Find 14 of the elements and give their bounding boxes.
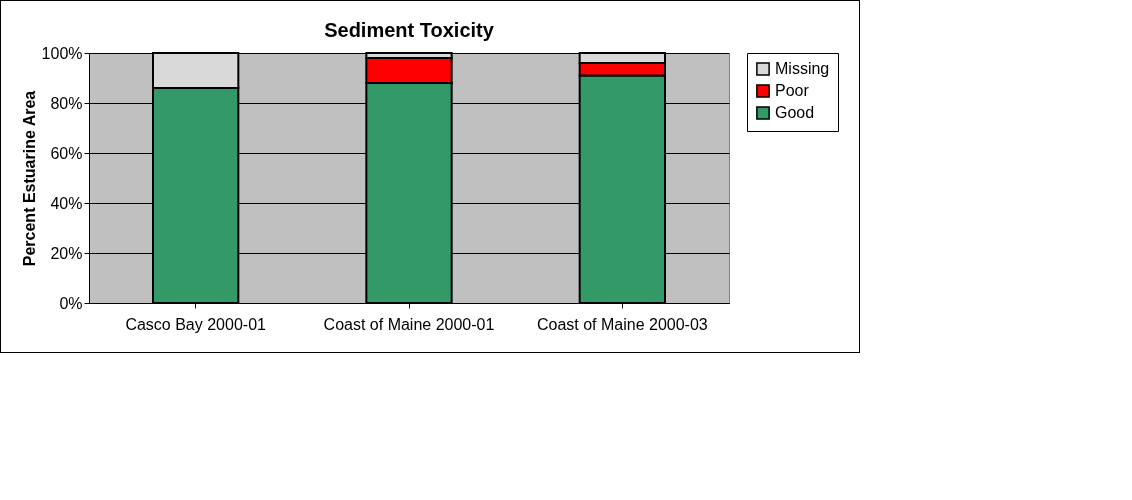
x-tick-label: Coast of Maine 2000-03 [536,315,708,333]
y-axis-title: Percent Estuarine Area [20,90,38,267]
y-tick-label: 80% [50,94,83,112]
legend-label: Poor [775,82,810,99]
y-tick-label: 40% [50,194,83,212]
y-tick-label: 60% [50,144,83,162]
legend-label: Good [775,104,815,121]
x-tick-label: Coast of Maine 2000-01 [323,315,495,333]
x-tick-label: Casco Bay 2000-01 [125,315,267,333]
y-tick-label: 20% [50,244,83,262]
y-tick-label: 100% [41,44,83,62]
y-tick-label: 0% [59,294,83,312]
legend-label: Missing [775,60,830,77]
chart-title: Sediment Toxicity [324,19,495,41]
